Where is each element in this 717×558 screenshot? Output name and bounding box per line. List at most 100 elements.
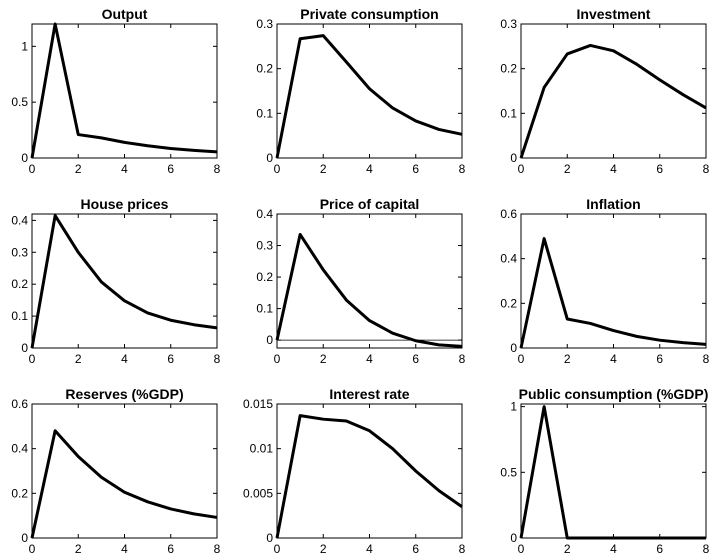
x-tick-label: 0 [274,352,281,366]
y-tick-label: 0.1 [500,106,517,120]
x-tick-label: 6 [412,542,419,556]
x-tick-label: 0 [518,542,525,556]
x-tick-label: 6 [656,162,663,176]
panel-2: Private consumption 0 2 4 6 8 0 0.1 0.2 0.3 [256,6,465,176]
y-tick-label: 0.5 [11,95,28,109]
series-line [275,34,463,159]
x-tick-label: 0 [29,162,36,176]
x-tick-label: 2 [564,162,571,176]
x-tick-label: 4 [366,352,373,366]
panel-8: Interest rate 0 2 4 6 8 0 0.005 0.01 0.015 [243,386,466,556]
panel-5: Price of capital 0 2 4 6 8 0 0.1 0.2 0.3 0.4 [256,196,465,366]
y-tick-label: 0 [510,151,517,165]
panel-9: Public consumption (%GDP) 0 2 4 6 8 0 0.5 1 [500,386,709,556]
panel-title: Interest rate [329,386,409,402]
x-tick-label: 2 [75,162,82,176]
y-tick-label: 0.4 [11,442,28,456]
x-tick-label: 8 [703,542,710,556]
y-tick-label: 0.2 [500,62,517,76]
y-tick-label: 0.6 [500,207,517,221]
panel-title: Reserves (%GDP) [65,386,183,402]
x-tick-label: 6 [167,542,174,556]
x-tick-label: 6 [656,352,663,366]
x-tick-label: 2 [320,162,327,176]
x-tick-label: 4 [121,542,128,556]
x-tick-label: 6 [167,352,174,366]
y-tick-label: 0 [21,151,28,165]
x-tick-label: 0 [274,162,281,176]
x-tick-label: 0 [518,162,525,176]
y-tick-label: 0 [266,151,273,165]
x-tick-label: 4 [366,542,373,556]
y-tick-label: 0.4 [256,207,273,221]
y-tick-label: 0.005 [243,486,273,500]
y-tick-label: 0 [21,531,28,545]
axes-box [276,403,463,539]
y-tick-label: 0.3 [11,245,28,259]
series-line [30,214,218,349]
x-tick-label: 6 [167,162,174,176]
x-tick-label: 2 [320,542,327,556]
series-line [30,22,218,159]
x-tick-label: 4 [610,352,617,366]
x-tick-label: 6 [656,542,663,556]
y-tick-label: 0.2 [11,277,28,291]
y-tick-label: 0 [266,333,273,347]
x-tick-label: 8 [214,162,221,176]
x-tick-label: 4 [121,352,128,366]
x-tick-label: 2 [75,352,82,366]
axes-box [276,213,463,349]
y-tick-label: 0 [510,341,517,355]
y-tick-label: 0.015 [243,397,273,411]
y-tick-label: 0.2 [11,486,28,500]
axes-box [520,403,707,539]
y-tick-label: 0.2 [256,270,273,284]
x-tick-label: 4 [610,162,617,176]
x-tick-label: 0 [274,542,281,556]
y-tick-label: 0.5 [500,465,517,479]
y-tick-label: 0.1 [256,302,273,316]
x-tick-label: 6 [412,162,419,176]
x-tick-label: 8 [459,352,466,366]
axes-box [520,213,707,349]
x-tick-label: 0 [518,352,525,366]
x-tick-label: 2 [75,542,82,556]
y-tick-label: 0.3 [256,17,273,31]
y-tick-label: 0.6 [11,397,28,411]
x-tick-label: 2 [564,352,571,366]
panel-6: Inflation 0 2 4 6 8 0 0.2 0.4 0.6 [500,196,709,366]
panel-7: Reserves (%GDP) 0 2 4 6 8 0 0.2 0.4 0.6 [11,386,220,556]
x-tick-label: 8 [214,542,221,556]
x-tick-label: 8 [703,352,710,366]
y-tick-label: 0.1 [256,106,273,120]
panel-title: Public consumption (%GDP) [519,386,709,402]
y-tick-label: 0 [266,531,273,545]
panel-title: Private consumption [300,6,438,22]
y-tick-label: 0.2 [256,62,273,76]
x-tick-label: 0 [29,542,36,556]
x-tick-label: 2 [564,542,571,556]
axes-box [31,403,218,539]
series-line [519,405,706,540]
y-tick-label: 0.1 [11,309,28,323]
y-tick-label: 0 [510,531,517,545]
y-tick-label: 1 [510,400,517,414]
series-line [519,237,707,349]
series-line [30,429,218,539]
panel-title: Investment [577,6,651,22]
x-tick-label: 2 [320,352,327,366]
x-tick-label: 8 [703,162,710,176]
series-line [275,232,463,348]
panel-1: Output 0 2 4 6 8 0 0.5 1 [11,6,220,176]
x-tick-label: 4 [121,162,128,176]
x-tick-label: 6 [412,352,419,366]
panel-title: Price of capital [320,196,420,212]
x-tick-label: 8 [459,542,466,556]
panel-title: Output [102,6,148,22]
x-tick-label: 4 [610,542,617,556]
y-tick-label: 0 [21,341,28,355]
axes-box [276,23,463,159]
panel-title: House prices [81,196,169,212]
axes-box [31,213,218,349]
